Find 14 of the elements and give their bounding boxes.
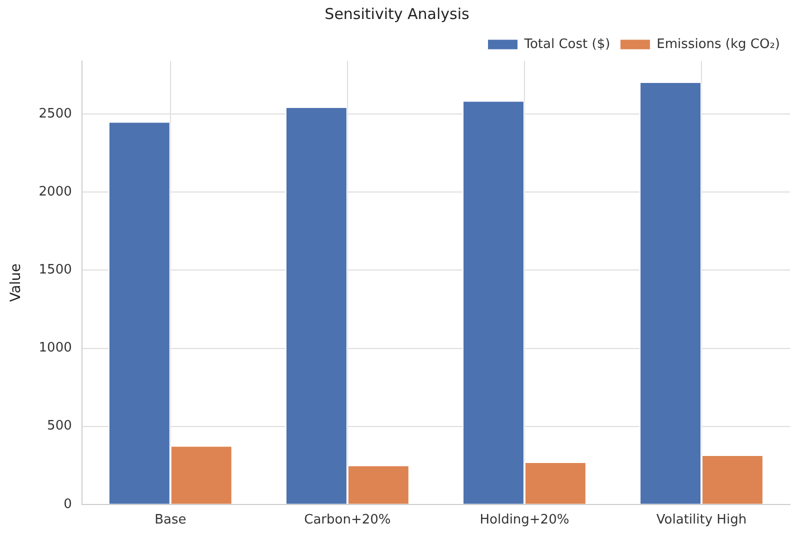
x-tick-label: Base	[154, 512, 186, 528]
y-tick-label: 1000	[38, 340, 72, 356]
legend-label: Total Cost ($)	[523, 36, 610, 52]
y-tick-label: 2000	[38, 184, 72, 200]
legend-label: Emissions (kg CO₂)	[656, 36, 780, 52]
y-tick-label: 0	[64, 496, 72, 512]
x-tick-label: Volatility High	[656, 512, 747, 528]
y-tick-label: 2500	[38, 106, 72, 122]
x-tick-label: Holding+20%	[480, 512, 570, 528]
y-tick-label: 1500	[38, 262, 72, 278]
x-tick-label: Carbon+20%	[304, 512, 391, 528]
y-axis-title: Value	[8, 263, 24, 302]
chart-title: Sensitivity Analysis	[324, 4, 470, 23]
y-tick-label: 500	[47, 418, 72, 434]
